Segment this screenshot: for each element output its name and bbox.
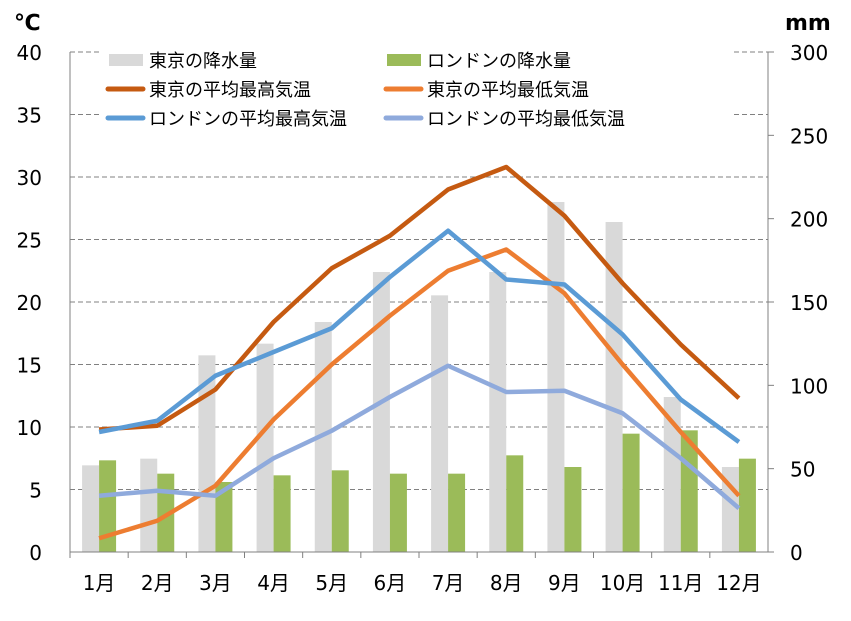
line-tokyo-min	[98, 247, 741, 541]
left-tick-label: 5	[29, 479, 42, 503]
line-london-max	[98, 228, 741, 444]
x-tick-label: 9月	[548, 571, 581, 595]
line-tokyo-max	[98, 164, 741, 432]
x-tick-label: 10月	[600, 571, 645, 595]
legend-label: ロンドンの降水量	[427, 51, 571, 72]
line-london-min	[98, 363, 741, 510]
bar-london-precip	[99, 460, 117, 552]
left-tick-label: 40	[17, 41, 42, 65]
bar-london-precip	[622, 433, 640, 552]
right-tick-label: 200	[790, 208, 828, 232]
bar-london-precip	[448, 473, 466, 552]
bar-london-precip	[331, 470, 349, 552]
x-tick-label: 4月	[257, 571, 290, 595]
lines	[98, 164, 741, 541]
bar-tokyo-precip	[256, 343, 274, 552]
bar-tokyo-precip	[82, 465, 100, 552]
bar-tokyo-precip	[489, 272, 507, 552]
x-tick-label: 1月	[83, 571, 116, 595]
bar-tokyo-precip	[663, 397, 681, 552]
x-tick-label: 8月	[490, 571, 523, 595]
x-tick-label: 12月	[716, 571, 761, 595]
legend-label: 東京の降水量	[149, 51, 257, 72]
right-tick-label: 100	[790, 374, 828, 398]
bar-london-precip	[564, 467, 582, 552]
legend-swatch	[387, 54, 421, 66]
left-tick-label: 15	[17, 354, 42, 378]
x-tick-label: 3月	[199, 571, 232, 595]
right-tick-label: 300	[790, 41, 828, 65]
left-tick-label: 25	[17, 229, 42, 253]
left-tick-label: 10	[17, 416, 42, 440]
legend-label: 東京の平均最高気温	[149, 80, 311, 101]
x-tick-label: 6月	[374, 571, 407, 595]
left-tick-label: 35	[17, 104, 42, 128]
right-tick-label: 250	[790, 124, 828, 148]
left-tick-label: 0	[29, 541, 42, 565]
bar-tokyo-precip	[372, 272, 390, 552]
x-tick-label: 2月	[141, 571, 174, 595]
right-tick-label: 50	[790, 458, 815, 482]
x-tick-label: 11月	[658, 571, 703, 595]
legend-swatch	[109, 54, 143, 66]
bar-london-precip	[738, 458, 756, 552]
bar-tokyo-precip	[431, 295, 449, 552]
bar-tokyo-precip	[605, 222, 623, 552]
bar-london-precip	[389, 473, 407, 552]
left-axis-unit: ℃	[14, 11, 41, 36]
axes: 0 5 10 15 20 25 30 35 40 0 50 100 150 200 250 300 1月 2月 3月…	[17, 41, 829, 595]
legend-label: 東京の平均最低気温	[427, 80, 589, 101]
bar-london-precip	[273, 475, 291, 552]
legend-label: ロンドンの平均最低気温	[427, 109, 625, 130]
legend-label: ロンドンの平均最高気温	[149, 109, 347, 130]
bar-tokyo-precip	[547, 202, 565, 552]
bar-tokyo-precip	[140, 458, 158, 552]
bar-tokyo-precip	[198, 355, 216, 552]
x-tick-label: 5月	[315, 571, 348, 595]
left-tick-label: 20	[17, 291, 42, 315]
x-tick-label: 7月	[432, 571, 465, 595]
bar-london-precip	[215, 482, 233, 552]
bar-london-precip	[506, 455, 524, 552]
right-tick-label: 0	[790, 541, 803, 565]
right-tick-label: 150	[790, 291, 828, 315]
left-tick-label: 30	[17, 166, 42, 190]
right-axis-unit: mm	[785, 11, 831, 36]
